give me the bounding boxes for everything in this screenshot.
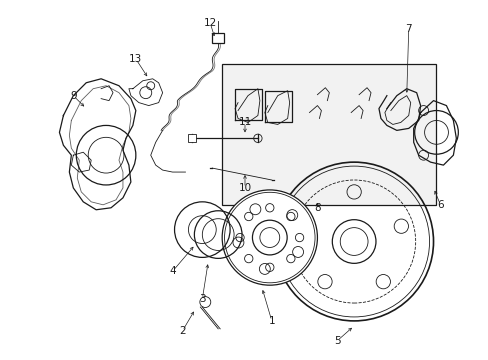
Text: 3: 3 xyxy=(199,294,205,304)
Text: 10: 10 xyxy=(238,183,251,193)
Text: 4: 4 xyxy=(169,266,176,276)
Bar xyxy=(222,64,435,205)
Circle shape xyxy=(222,190,317,285)
Text: 7: 7 xyxy=(405,24,411,34)
Text: 5: 5 xyxy=(333,336,340,346)
Text: 2: 2 xyxy=(179,326,185,336)
Text: 8: 8 xyxy=(313,203,320,213)
Bar xyxy=(188,134,196,142)
Bar xyxy=(212,33,224,43)
Text: 1: 1 xyxy=(268,316,275,326)
Text: 6: 6 xyxy=(436,200,443,210)
Text: 13: 13 xyxy=(129,54,142,64)
Text: 9: 9 xyxy=(70,91,77,101)
Text: 11: 11 xyxy=(238,117,251,127)
Text: 12: 12 xyxy=(203,18,217,28)
